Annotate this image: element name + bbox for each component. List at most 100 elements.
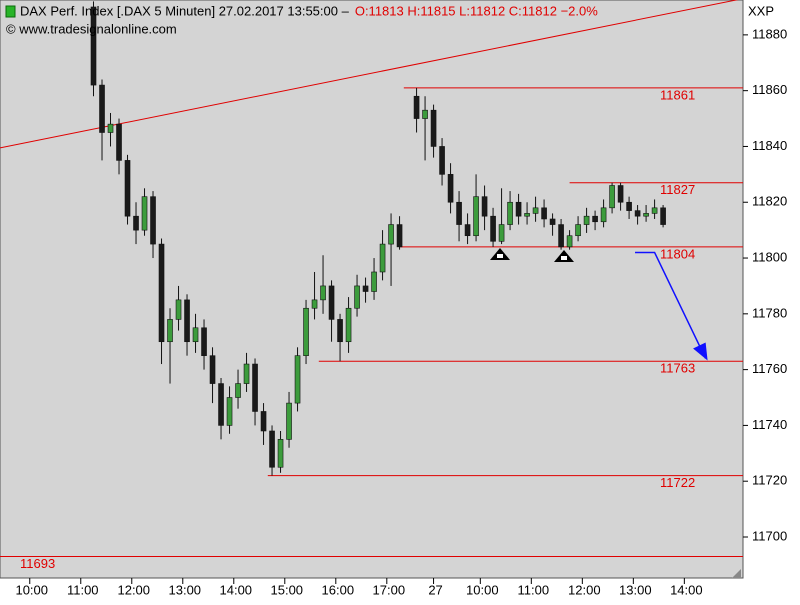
candle-body [320, 285, 326, 301]
x-tick-label: 27 [428, 582, 442, 597]
y-tick-label: 11860 [752, 82, 787, 97]
candle-body [379, 243, 386, 273]
candle-body [583, 215, 590, 225]
y-tick-label: 11780 [752, 305, 787, 320]
candle-body [396, 224, 403, 248]
candle-body [575, 224, 581, 237]
candle-body [116, 123, 122, 161]
candle-body [277, 439, 284, 468]
level-label: 11763 [660, 361, 695, 376]
candle-body [600, 207, 607, 223]
x-tick-label: 14:00 [670, 582, 703, 597]
candle-body [150, 196, 156, 245]
candle-body [651, 207, 658, 214]
level-label: 11827 [660, 182, 695, 197]
candle-body [328, 285, 335, 320]
arrow [635, 251, 707, 359]
x-tick-label: 10:00 [15, 582, 48, 597]
candle-body [294, 355, 301, 404]
candle-body [456, 201, 462, 225]
y-tick-label: 11720 [752, 473, 787, 488]
candle-body [235, 383, 241, 398]
symbol: XXP [748, 3, 774, 18]
signal-marker-inner [561, 256, 567, 260]
candle-body [660, 207, 666, 225]
candle-body [99, 84, 105, 133]
candle-body [175, 299, 182, 320]
symbol-icon [5, 5, 16, 18]
candle-body [354, 285, 360, 309]
candle-body [430, 109, 437, 147]
candle-body [617, 185, 624, 203]
candle-body [541, 207, 547, 220]
candle-body [158, 243, 165, 343]
candle-body [192, 327, 199, 343]
signal-marker-inner [497, 254, 503, 258]
candle-body [141, 196, 148, 231]
resize-grip[interactable] [732, 569, 741, 578]
candle-body [107, 123, 114, 133]
candle-body [532, 207, 539, 214]
candle-body [515, 201, 522, 217]
candle-body [566, 235, 573, 248]
candle-body [558, 224, 564, 248]
x-tick-label: 13:00 [619, 582, 652, 597]
candle-body [252, 363, 258, 412]
candle-body [269, 430, 275, 468]
candle-body [388, 224, 394, 245]
x-tick-label: 17:00 [373, 582, 406, 597]
candle-body [243, 363, 250, 384]
x-tick-label: 16:00 [322, 582, 355, 597]
source: © www.tradesignalonline.com [6, 21, 177, 36]
trendline [0, 0, 739, 149]
candle-body [260, 411, 267, 432]
level-label: 11693 [20, 556, 55, 571]
candle-body [184, 299, 190, 343]
candle-body [481, 196, 488, 217]
level-label: 11804 [660, 246, 695, 261]
candle-body [634, 210, 641, 217]
y-tick-label: 11840 [752, 138, 787, 153]
candle-body [209, 355, 216, 384]
candle-body [362, 285, 369, 292]
candle-body [464, 224, 471, 237]
candle-body [524, 213, 530, 217]
candle-body [124, 160, 131, 217]
x-tick-label: 10:00 [466, 582, 499, 597]
y-tick-label: 11820 [752, 194, 787, 209]
quote: O:11813 H:11815 L:11812 C:11812 −2.0% [355, 3, 598, 18]
y-tick-label: 11880 [752, 26, 787, 41]
arrow-head [693, 342, 708, 361]
y-tick-label: 11700 [752, 528, 787, 543]
y-tick-label: 11800 [752, 249, 787, 264]
candle-body [643, 213, 649, 217]
candle-body [473, 196, 479, 237]
x-tick-label: 15:00 [271, 582, 304, 597]
x-tick-label: 11:00 [518, 582, 550, 597]
candle-body [337, 319, 343, 343]
x-tick-label: 12:00 [568, 582, 601, 597]
candle-body [90, 6, 97, 86]
candle-body [133, 215, 139, 231]
x-tick-label: 13:00 [169, 582, 202, 597]
candle-body [626, 201, 632, 211]
candle-body [311, 299, 318, 309]
level-label: 11861 [660, 87, 695, 102]
y-tick-label: 11760 [752, 361, 787, 376]
candle-body [371, 271, 377, 292]
candle-body [413, 95, 420, 119]
candle-body [167, 319, 173, 343]
candle-body [286, 402, 292, 440]
x-tick-label: 12:00 [117, 582, 150, 597]
x-tick-label: 14:00 [220, 582, 253, 597]
x-tick-label: 11:00 [67, 582, 99, 597]
candle-body [303, 307, 309, 356]
candle-body [592, 215, 598, 223]
candle-body [226, 397, 233, 426]
candle-body [490, 215, 496, 242]
candle-body [498, 224, 505, 242]
candle-body [609, 185, 615, 209]
candle-body [447, 174, 454, 203]
candle-body [549, 218, 556, 225]
